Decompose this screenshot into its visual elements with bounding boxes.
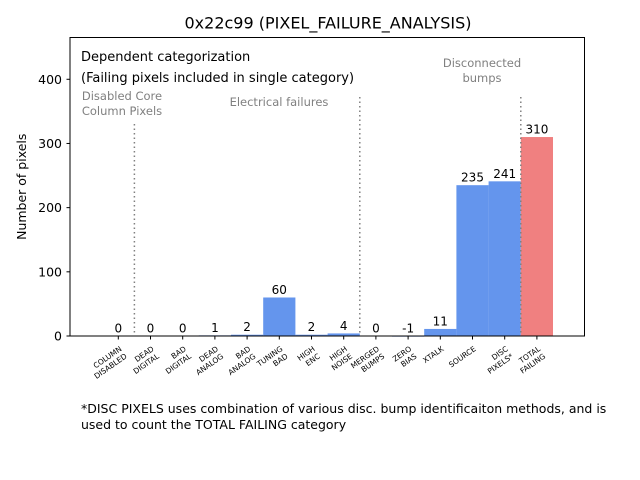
annotation-disabled-core-line: Column Pixels bbox=[82, 104, 162, 118]
bar-12 bbox=[488, 181, 521, 336]
y-tick-label-200: 200 bbox=[38, 200, 62, 215]
x-tick-label-line: SOURCE bbox=[447, 344, 478, 369]
annotation-disabled-core: Disabled Core Column Pixels bbox=[82, 89, 162, 118]
x-tick-label-5: TUNINGBAD bbox=[254, 344, 289, 376]
data-label-6: 2 bbox=[308, 320, 316, 334]
y-tick-label-0: 0 bbox=[54, 329, 62, 344]
group-labels-layer: Disabled Core Column Pixels Electrical fai… bbox=[82, 56, 521, 118]
bar-11 bbox=[456, 185, 489, 336]
data-label-10: 11 bbox=[433, 314, 448, 328]
x-tick-label-12: DISCPIXELS* bbox=[481, 344, 516, 376]
bar-4 bbox=[231, 334, 264, 336]
data-label-8: 0 bbox=[372, 322, 380, 336]
x-tick-label-3: DEADANALOG bbox=[189, 344, 225, 377]
data-label-2: 0 bbox=[179, 322, 187, 336]
y-tick-label-300: 300 bbox=[38, 136, 62, 151]
annotation-header-line2: (Failing pixels included in single categ… bbox=[81, 71, 354, 86]
bar-13 bbox=[520, 137, 553, 336]
annotation-disconnected-bumps-line: bumps bbox=[462, 71, 501, 85]
x-axis: COLUMNDISABLED DEADDIGITAL BADDIGITAL DEADA… bbox=[87, 336, 548, 381]
x-tick-label-7: HIGHNOISE bbox=[325, 344, 355, 372]
x-tick-label-11: SOURCE bbox=[447, 344, 478, 369]
data-label-4: 2 bbox=[243, 320, 251, 334]
data-label-12: 241 bbox=[493, 167, 516, 181]
y-tick-label-100: 100 bbox=[38, 264, 62, 279]
x-tick-label-13: TOTALFAILING bbox=[513, 344, 548, 376]
data-label-13: 310 bbox=[525, 123, 548, 137]
data-label-5: 60 bbox=[272, 283, 287, 297]
bar-5 bbox=[263, 297, 296, 336]
x-tick-label-9: ZEROBIAS bbox=[391, 344, 419, 371]
data-label-3: 1 bbox=[211, 321, 219, 335]
x-tick-label-0: COLUMNDISABLED bbox=[87, 344, 129, 381]
x-tick-label-1: DEADDIGITAL bbox=[126, 344, 161, 376]
bar-10 bbox=[424, 328, 457, 336]
annotation-disabled-core-line: Disabled Core bbox=[82, 89, 162, 103]
y-axis: 0 100 200 300 400 bbox=[38, 72, 70, 344]
x-tick-label-line: XTALK bbox=[421, 344, 446, 365]
data-label-0: 0 bbox=[114, 322, 122, 336]
x-tick-label-6: HIGHENC bbox=[296, 344, 322, 370]
y-axis-label: Number of pixels bbox=[14, 134, 29, 240]
dividers-layer bbox=[133, 97, 522, 336]
annotation-disconnected-bumps: Disconnected bumps bbox=[443, 56, 521, 85]
bars-layer bbox=[198, 137, 553, 337]
data-label-7: 4 bbox=[340, 319, 348, 333]
bar-7 bbox=[327, 333, 360, 336]
x-tick-label-10: XTALK bbox=[421, 344, 446, 365]
data-label-11: 235 bbox=[461, 171, 484, 185]
footnote: *DISC PIXELS uses combination of various… bbox=[81, 401, 607, 432]
data-labels-layer: 0 0 0 1 2 60 2 4 0 -1 11 235 241 310 bbox=[114, 123, 548, 336]
x-tick-label-8: MERGEDBUMPS bbox=[349, 344, 386, 378]
y-tick-label-400: 400 bbox=[38, 72, 62, 87]
chart-title: 0x22c99 (PIXEL_FAILURE_ANALYSIS) bbox=[185, 14, 472, 34]
annotation-electrical-failures: Electrical failures bbox=[230, 95, 329, 109]
annotation-electrical-failures-line: Electrical failures bbox=[230, 95, 329, 109]
data-label-9: -1 bbox=[402, 322, 414, 336]
x-tick-label-2: BADDIGITAL bbox=[159, 344, 194, 376]
annotation-disconnected-bumps-line: Disconnected bbox=[443, 56, 521, 70]
bar-6 bbox=[295, 334, 328, 336]
annotation-header-line1: Dependent categorization bbox=[81, 50, 250, 65]
x-tick-label-4: BADANALOG bbox=[221, 344, 257, 377]
plot-area-frame bbox=[69, 37, 585, 337]
data-label-1: 0 bbox=[147, 322, 155, 336]
